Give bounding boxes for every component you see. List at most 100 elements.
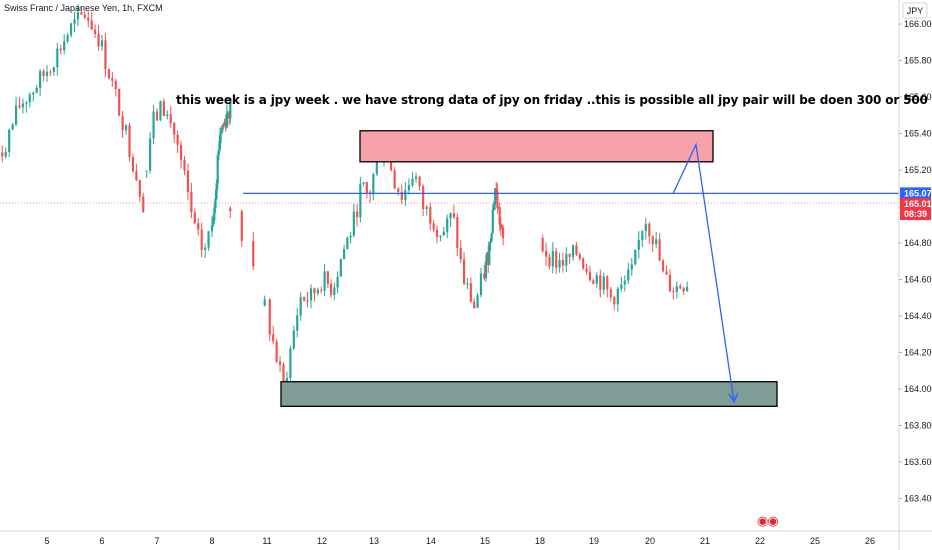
candle-up xyxy=(439,235,442,237)
candle-down xyxy=(418,176,421,187)
candle-down xyxy=(306,300,309,302)
candle-down xyxy=(429,206,432,224)
candle-down xyxy=(128,125,131,157)
candle-down xyxy=(111,78,114,81)
candle-up xyxy=(565,253,568,266)
candle-down xyxy=(592,280,595,284)
candle-down xyxy=(320,289,323,291)
candle-down xyxy=(303,297,306,301)
candle-up xyxy=(655,239,658,245)
candle-up xyxy=(316,289,319,294)
candle-down xyxy=(496,191,499,208)
candle-up xyxy=(56,48,59,68)
candle-down xyxy=(275,341,278,362)
candle-up xyxy=(100,40,104,47)
candle-down xyxy=(229,208,232,212)
candle-up xyxy=(25,102,28,104)
candle-down xyxy=(49,71,52,73)
price-marker-resistance: 165.072 xyxy=(904,188,932,198)
price-tick-label: 165.600 xyxy=(904,92,932,102)
time-axis[interactable]: 5 6 7 8 11 12 13 14 15 18 19 20 21 22 25 26 xyxy=(0,530,932,546)
price-tick-label: 164.400 xyxy=(904,311,932,321)
candle-down xyxy=(131,156,135,171)
candle-up xyxy=(289,348,292,379)
candle-down xyxy=(575,245,578,255)
time-tick-label: 19 xyxy=(589,536,599,546)
candle-down xyxy=(94,29,97,35)
candle-up xyxy=(309,288,313,301)
candle-up xyxy=(491,209,494,234)
time-tick-label: 21 xyxy=(700,536,710,546)
candle-up xyxy=(497,207,500,209)
time-tick-label: 15 xyxy=(480,536,490,546)
candle-down xyxy=(541,238,544,252)
candle-up xyxy=(407,185,411,191)
candle-up xyxy=(627,269,630,281)
candle-up xyxy=(226,112,230,114)
currency-box xyxy=(902,2,928,19)
candle-up xyxy=(21,103,25,108)
candle-up xyxy=(323,271,326,291)
candle-down xyxy=(313,288,316,294)
candle-down xyxy=(502,227,505,239)
candle-up xyxy=(149,138,152,171)
candle-up xyxy=(343,248,346,260)
candle-down xyxy=(83,14,86,18)
time-tick-label: 13 xyxy=(369,536,379,546)
candle-down xyxy=(326,271,329,284)
candle-down xyxy=(495,188,498,192)
candle-down xyxy=(469,283,472,302)
candle-down xyxy=(462,259,466,284)
candle-down xyxy=(682,288,685,292)
time-tick-label: 26 xyxy=(865,536,875,546)
candle-up xyxy=(76,12,80,20)
candle-down xyxy=(114,80,117,89)
candle-down xyxy=(190,191,193,213)
candle-up xyxy=(476,295,479,309)
candle-down xyxy=(578,254,581,259)
price-marker-countdown: 08:39 xyxy=(904,209,927,219)
candle-down xyxy=(224,121,227,128)
candles-layer xyxy=(1,4,689,394)
candle-up xyxy=(333,287,336,296)
candle-up xyxy=(372,173,375,195)
candle-down xyxy=(582,258,585,269)
price-tick-label: 164.800 xyxy=(904,238,932,248)
candle-down xyxy=(561,259,565,266)
tradingview-logo-icon[interactable]: ◉◉ xyxy=(757,514,779,529)
candle-up xyxy=(489,240,492,242)
candle-down xyxy=(456,217,459,248)
candle-up xyxy=(571,245,575,257)
price-tick-label: 166.000 xyxy=(904,19,932,29)
candle-down xyxy=(107,68,110,79)
candle-up xyxy=(73,19,76,24)
candle-up xyxy=(216,154,219,184)
price-axis[interactable]: JPY 166.000 165.800 165.600 165.400 165.200 16… xyxy=(898,0,932,550)
candle-up xyxy=(620,284,623,289)
candle-down xyxy=(272,334,275,342)
price-tick-label: 163.400 xyxy=(904,494,932,504)
symbol-title[interactable]: Swiss Franc / Japanese Yen, 1h, FXCM xyxy=(4,3,163,13)
candle-down xyxy=(252,240,255,267)
candle-down xyxy=(278,361,282,365)
candle-up xyxy=(551,251,554,267)
candle-up xyxy=(616,288,619,305)
candle-down xyxy=(282,364,285,385)
candle-down xyxy=(173,123,176,135)
time-tick-label: 12 xyxy=(317,536,327,546)
candle-up xyxy=(159,101,162,121)
candle-up xyxy=(336,276,339,288)
candle-down xyxy=(18,105,21,108)
candle-down xyxy=(500,226,504,228)
candle-up xyxy=(490,233,493,241)
price-marker-last: 165.019 xyxy=(904,199,932,209)
candle-up xyxy=(595,275,598,284)
candle-down xyxy=(228,112,231,119)
candle-down xyxy=(435,229,439,237)
candle-up xyxy=(296,315,299,331)
candle-down xyxy=(487,252,490,266)
demand-zone xyxy=(280,381,778,407)
candle-up xyxy=(602,276,605,290)
time-tick-label: 14 xyxy=(426,536,436,546)
